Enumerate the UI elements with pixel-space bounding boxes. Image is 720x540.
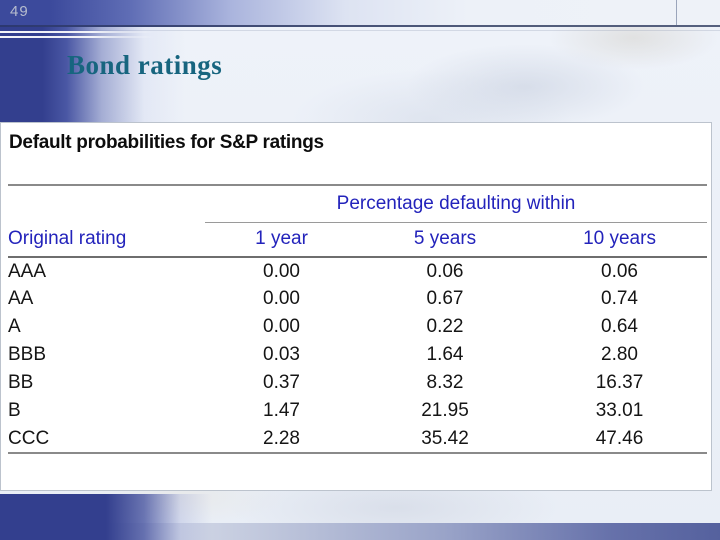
default-probabilities-table: Percentage defaulting within Original ra… [8, 184, 708, 454]
table-row: AA 0.00 0.67 0.74 [8, 285, 707, 313]
column-header-1-year: 1 year [205, 222, 358, 258]
rating-cell: BB [8, 372, 34, 393]
column-header-original-rating: Original rating [8, 222, 205, 258]
footer-navy-block [0, 494, 212, 540]
value-cell: 0.06 [601, 260, 638, 282]
value-cell: 2.80 [601, 344, 638, 365]
empty-corner-cell [8, 185, 205, 222]
table-heading: Default probabilities for S&P ratings [9, 132, 324, 153]
top-banner-band [0, 0, 720, 25]
value-cell: 1.64 [426, 344, 464, 365]
value-cell: 35.42 [421, 427, 469, 449]
value-cell: 16.37 [595, 372, 644, 393]
span-header-row: Percentage defaulting within [8, 185, 708, 223]
rating-cell: BBB [8, 344, 47, 365]
table-row: BBB 0.03 1.64 2.80 [8, 341, 707, 369]
top-right-vertical-line [676, 0, 677, 25]
top-horizontal-rule [0, 25, 720, 27]
table-row: CCC 2.28 35.42 47.46 [8, 425, 707, 453]
slide-page-number: 49 [10, 3, 29, 20]
rating-cell: AA [8, 288, 34, 309]
value-cell: 0.67 [426, 288, 464, 309]
rating-cell: A [8, 316, 21, 337]
value-cell: 1.47 [263, 400, 300, 421]
value-cell: 0.03 [263, 344, 300, 365]
value-cell: 21.95 [421, 400, 469, 421]
value-cell: 47.46 [595, 427, 644, 449]
value-cell: 0.00 [263, 288, 300, 309]
faint-horizontal-hairline [0, 30, 720, 31]
column-header-10-years: 10 years [532, 222, 708, 258]
value-cell: 0.37 [263, 372, 300, 393]
value-cell: 0.00 [263, 316, 300, 337]
decorative-line-1 [0, 31, 155, 33]
table-row: A 0.00 0.22 0.64 [8, 313, 707, 341]
value-cell: 0.22 [426, 316, 464, 337]
slide-title: Bond ratings [67, 50, 223, 80]
table-panel: Default probabilities for S&P ratings Pe… [0, 122, 712, 491]
value-cell: 0.64 [601, 316, 638, 337]
value-cell: 8.32 [426, 372, 464, 393]
rating-cell: CCC [8, 427, 50, 449]
table-row: AAA 0.00 0.06 0.06 [8, 257, 707, 285]
value-cell: 0.00 [263, 260, 300, 282]
column-header-5-years: 5 years [358, 222, 532, 258]
value-cell: 33.01 [595, 400, 644, 421]
decorative-line-2 [0, 36, 155, 38]
value-cell: 2.28 [263, 427, 300, 449]
rating-cell: B [8, 400, 21, 421]
table-row: B 1.47 21.95 33.01 [8, 397, 707, 425]
span-header: Percentage defaulting within [205, 185, 708, 223]
column-header-row: Original rating 1 year 5 years 10 years [8, 222, 708, 258]
value-cell: 0.06 [426, 260, 464, 282]
value-cell: 0.74 [601, 288, 638, 309]
table-row: BB 0.37 8.32 16.37 [8, 369, 707, 397]
left-gradient-band [0, 27, 185, 122]
rating-cell: AAA [8, 260, 47, 282]
